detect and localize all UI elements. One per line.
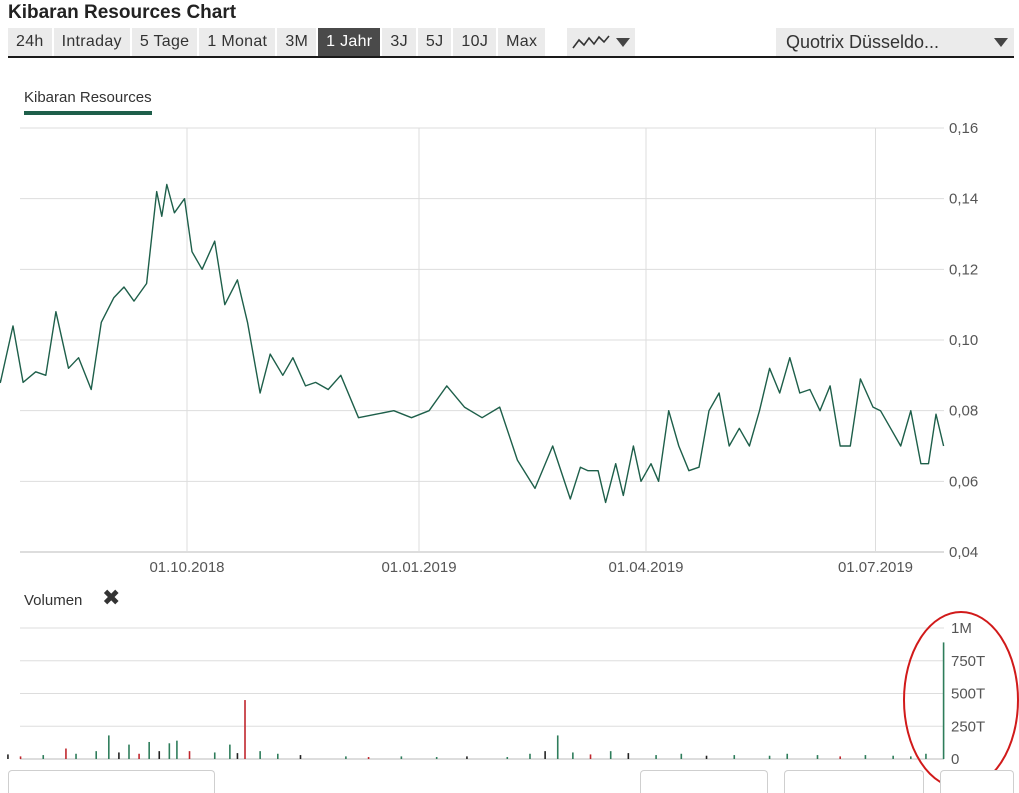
exchange-select[interactable]: Quotrix Düsseldo...: [776, 28, 1014, 56]
range-tab-7[interactable]: 5J: [417, 28, 452, 56]
legend-series-label[interactable]: Kibaran Resources: [24, 89, 152, 115]
price-y-tick-label: 0,04: [949, 544, 978, 561]
volume-y-tick-label: 500T: [951, 686, 985, 703]
range-tab-6[interactable]: 3J: [382, 28, 416, 56]
price-y-tick-label: 0,14: [949, 191, 978, 208]
volume-y-tick-label: 750T: [951, 653, 985, 670]
scroll-tab-mid[interactable]: [640, 770, 768, 793]
page-title: Kibaran Resources Chart: [8, 2, 237, 23]
line-chart-icon: [572, 34, 610, 50]
range-tab-2[interactable]: 5 Tage: [131, 28, 198, 56]
range-tab-5[interactable]: 1 Jahr: [318, 28, 381, 56]
range-tab-1[interactable]: Intraday: [53, 28, 130, 56]
price-y-tick-label: 0,12: [949, 261, 978, 278]
scroll-tab-end[interactable]: [940, 770, 1014, 793]
chevron-down-icon: [994, 37, 1008, 47]
volume-y-tick-label: 0: [951, 751, 959, 768]
volume-y-tick-label: 250T: [951, 718, 985, 735]
price-y-tick-label: 0,16: [949, 120, 978, 137]
volume-label: Volumen: [24, 592, 83, 609]
scroll-tab-left[interactable]: [8, 770, 215, 793]
chart-type-select[interactable]: [567, 28, 636, 56]
price-series-line: [0, 183, 945, 504]
range-tab-3[interactable]: 1 Monat: [199, 28, 276, 56]
chevron-down-icon: [616, 37, 631, 47]
price-y-tick-label: 0,08: [949, 403, 978, 420]
price-y-tick-label: 0,06: [949, 473, 978, 490]
price-x-tick-label: 01.10.2018: [149, 559, 224, 576]
price-x-tick-label: 01.04.2019: [608, 559, 683, 576]
close-icon[interactable]: ✖: [102, 585, 121, 610]
range-toolbar: 24h Intraday 5 Tage 1 Monat 3M 1 Jahr 3J 5J 10J M…: [8, 28, 1014, 58]
range-tabs: 24h Intraday 5 Tage 1 Monat 3M 1 Jahr 3J 5J 10J M…: [8, 28, 547, 56]
range-tab-4[interactable]: 3M: [277, 28, 317, 56]
range-tab-8[interactable]: 10J: [453, 28, 497, 56]
volume-y-tick-label: 1M: [951, 620, 972, 637]
range-tab-0[interactable]: 24h: [8, 28, 52, 56]
price-x-tick-label: 01.07.2019: [838, 559, 913, 576]
scroll-tab-right[interactable]: [784, 770, 924, 793]
range-tab-9[interactable]: Max: [498, 28, 546, 56]
price-x-tick-label: 01.01.2019: [381, 559, 456, 576]
exchange-select-label: Quotrix Düsseldo...: [786, 31, 940, 52]
price-y-tick-label: 0,10: [949, 332, 978, 349]
